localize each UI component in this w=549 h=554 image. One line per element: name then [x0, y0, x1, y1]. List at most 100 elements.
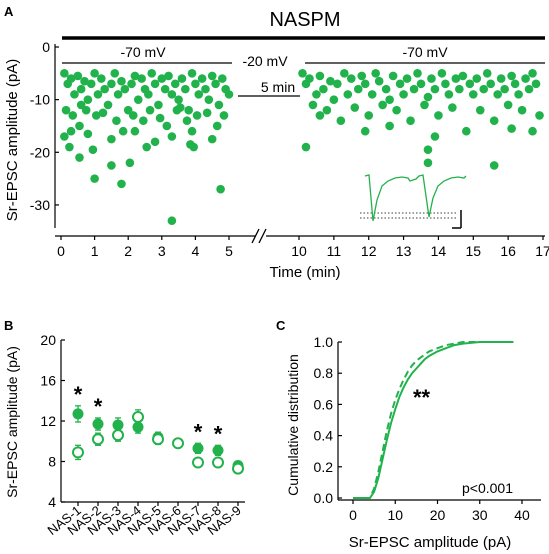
a-y-axis-label: Sr-EPSC amplitude (pA)	[4, 59, 21, 222]
a-point-after-17	[374, 76, 384, 86]
a-point-after-3	[312, 90, 321, 99]
a-x-tick-label-9: 13	[396, 243, 412, 259]
a-point-after-23	[402, 74, 412, 83]
b-point-filled-2	[112, 419, 124, 431]
c-y-tick-label-2: 0.4	[314, 428, 334, 444]
a-point-before-85	[75, 153, 84, 162]
a-point-after-33	[451, 74, 461, 83]
a-y-ticks: 0 -10 -20 -30	[30, 39, 59, 213]
a-point-after-57	[420, 100, 429, 110]
panel-label-c: C	[276, 318, 286, 333]
c-x-tick-label-4: 40	[514, 507, 530, 523]
a-point-before-10	[93, 90, 103, 99]
a-point-before-31	[164, 71, 173, 81]
a-point-after-70	[385, 121, 394, 131]
a-point-after-37	[468, 90, 478, 99]
a-point-after-32	[444, 90, 454, 99]
a-point-before-76	[167, 132, 177, 141]
axis-break-icon	[251, 228, 267, 244]
a-point-after-60	[503, 100, 513, 110]
b-y-axis-label: Sr-EPSC amplitude (pA)	[4, 346, 20, 498]
panel-label-a: A	[4, 4, 14, 19]
a-point-after-4	[315, 71, 325, 81]
a-point-before-79	[76, 100, 86, 110]
a-point-after-48	[521, 74, 530, 83]
b-point-filled-0	[72, 408, 84, 420]
a-x-tick-label-0: 0	[57, 243, 65, 259]
a-point-before-41	[197, 74, 207, 83]
a-point-after-31	[441, 79, 450, 89]
epsc-trace-inset	[360, 174, 467, 229]
a-point-before-33	[170, 79, 180, 89]
a-point-after-63	[336, 116, 346, 126]
a-x-tick-label-1: 1	[91, 243, 99, 259]
a-point-before-26	[147, 69, 157, 78]
drug-label: NASPM	[269, 9, 340, 31]
a-point-after-6	[326, 76, 335, 86]
c-y-tick-label-1: 0.2	[314, 459, 334, 475]
a-point-before-75	[150, 137, 160, 147]
a-point-after-15	[367, 90, 377, 99]
a-point-before-51	[68, 111, 78, 120]
a-point-before-80	[65, 142, 74, 152]
a-point-after-66	[434, 111, 443, 120]
a-point-before-12	[100, 84, 109, 94]
a-point-before-28	[154, 100, 163, 110]
a-point-before-22	[133, 95, 143, 104]
a-x-axis-label: Time (min)	[269, 264, 340, 281]
a-point-before-91	[167, 216, 177, 226]
a-x-ticks: 0 1 2 3 4 5 10 11 12 13 14 15 16 17	[57, 236, 549, 259]
c-y-tick-label-3: 0.6	[314, 396, 334, 412]
a-point-after-19	[385, 95, 394, 104]
c-x-tick-label-0: 0	[349, 507, 357, 523]
a-point-after-10	[343, 90, 353, 99]
c-x-axis-label: Sr-EPSC amplitude (pA)	[349, 534, 512, 551]
a-point-before-44	[207, 71, 217, 81]
a-point-after-40	[482, 69, 492, 78]
a-x-tick-label-12: 16	[500, 243, 516, 259]
a-y-tick-label-0: 0	[42, 39, 50, 55]
a-point-after-54	[350, 103, 360, 112]
a-point-before-17	[117, 76, 126, 86]
a-point-after-9	[340, 69, 349, 78]
a-point-after-77	[423, 158, 433, 168]
a-point-after-27	[423, 92, 433, 102]
panel-label-b: B	[4, 318, 13, 333]
a-point-before-68	[219, 111, 229, 120]
a-point-after-74	[528, 126, 537, 136]
a-point-before-84	[189, 142, 199, 152]
c-y-ticks: 0.0 0.2 0.4 0.6 0.8 1.0	[314, 334, 342, 506]
a-point-before-6	[80, 76, 89, 86]
a-point-after-71	[430, 132, 440, 141]
a-point-before-38	[187, 69, 197, 78]
b-y-tick-label-0: 4	[48, 494, 56, 510]
a-point-after-42	[493, 90, 502, 99]
c-line-dashed	[353, 341, 514, 499]
a-point-after-67	[489, 116, 499, 126]
a-point-before-34	[174, 95, 183, 104]
a-point-before-15	[110, 69, 120, 78]
a-point-after-55	[378, 100, 387, 110]
c-x-tick-label-1: 10	[387, 507, 403, 523]
a-point-before-73	[107, 134, 116, 144]
a-point-before-45	[211, 79, 220, 89]
b-y-tick-label-1: 8	[48, 454, 56, 470]
b-point-filled-6	[192, 442, 204, 454]
a-point-after-36	[465, 79, 475, 89]
a-point-after-16	[371, 69, 380, 78]
a-point-before-82	[142, 142, 151, 152]
a-point-before-23	[137, 74, 146, 83]
a-point-after-12	[353, 84, 363, 94]
a-point-after-18	[381, 84, 391, 94]
a-point-before-21	[130, 71, 140, 81]
a-point-after-46	[510, 79, 520, 89]
a-point-before-81	[88, 145, 98, 154]
a-point-after-44	[500, 84, 509, 94]
panel-c: Cumulative distribution 0.0 0.2 0.4 0.6 0.8 1…	[285, 334, 541, 551]
a-point-after-8	[333, 79, 342, 89]
a-point-before-58	[128, 111, 138, 120]
a-point-before-52	[75, 121, 84, 131]
a-point-before-36	[181, 84, 190, 94]
a-point-after-28	[427, 74, 436, 83]
